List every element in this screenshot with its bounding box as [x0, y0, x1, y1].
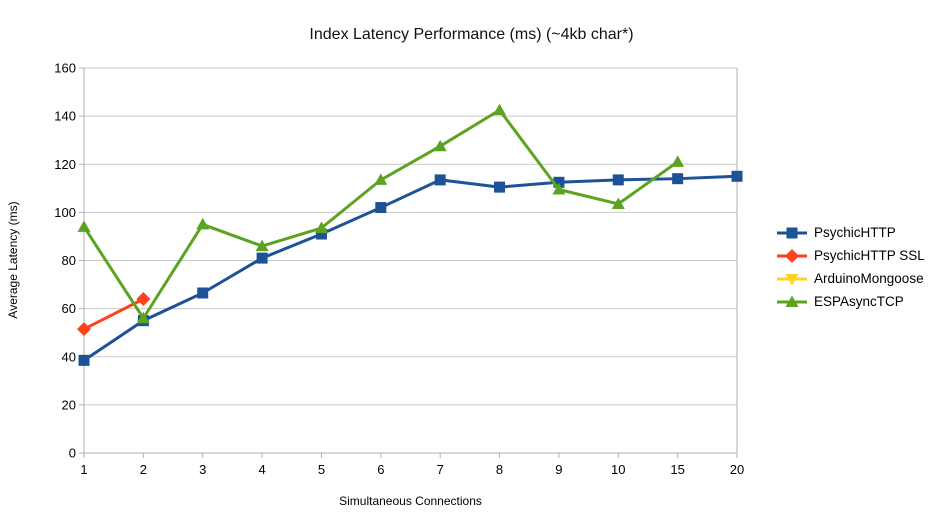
series-marker-psychichttp [256, 252, 268, 264]
x-tick-label: 15 [670, 462, 684, 477]
legend-label: ArduinoMongoose [814, 270, 924, 286]
x-tick-label: 2 [140, 462, 147, 477]
legend-marker-square-icon [777, 227, 807, 238]
y-tick-label: 140 [54, 109, 76, 124]
series-marker-psychichttp [553, 176, 565, 188]
x-tick-label: 8 [496, 462, 503, 477]
legend-item-psychichttp: PsychicHTTP [776, 221, 925, 244]
series-marker-psychichttp-ssl [136, 292, 151, 306]
series-marker-espasynctcp [314, 221, 328, 234]
legend-item-espasynctcp: ESPAsyncTCP [776, 290, 925, 313]
series-marker-espasynctcp [77, 220, 91, 232]
x-tick-label: 6 [377, 462, 384, 477]
legend-marker-triangle-down-icon [777, 273, 807, 285]
legend-label: PsychicHTTP [814, 224, 896, 240]
series-marker-espasynctcp [552, 183, 566, 195]
series-marker-espasynctcp [255, 239, 269, 252]
x-tick-label: 7 [437, 462, 444, 477]
legend-item-arduinomongoose: ArduinoMongoose [776, 267, 925, 290]
legend: PsychicHTTP PsychicHTTP SSL ArduinoMongo… [776, 221, 925, 313]
chart-title: Index Latency Performance (ms) (~4kb cha… [309, 26, 634, 43]
x-tick-label: 9 [555, 462, 562, 477]
series-marker-espasynctcp [611, 197, 625, 209]
x-tick-label: 1 [80, 462, 87, 477]
legend-label: PsychicHTTP SSL [814, 247, 925, 263]
legend-item-psychichttp-ssl: PsychicHTTP SSL [776, 244, 925, 267]
series-line-espasynctcp [82, 108, 680, 320]
series-marker-espasynctcp [374, 173, 388, 185]
x-tick-label: 20 [730, 462, 744, 477]
series-marker-psychichttp [494, 181, 506, 193]
x-tick-label: 10 [611, 462, 625, 477]
legend-marker [785, 248, 799, 263]
y-tick-label: 0 [69, 446, 76, 461]
series-marker-psychichttp-ssl [77, 322, 91, 337]
series-line-psychichttp [82, 174, 739, 362]
series-marker-psychichttp [375, 202, 387, 214]
x-tick-label: 3 [199, 462, 206, 477]
legend-marker [785, 295, 799, 307]
x-tick-label: 5 [318, 462, 325, 477]
legend-marker-diamond-icon [777, 248, 807, 263]
legend-marker [785, 273, 799, 285]
series-marker-espasynctcp [493, 103, 507, 116]
y-tick-label: 100 [54, 205, 76, 220]
legend-label: ESPAsyncTCP [814, 293, 904, 309]
series-marker-psychichttp [78, 354, 90, 366]
x-tick-label: 4 [258, 462, 265, 477]
y-tick-label: 60 [62, 301, 76, 316]
y-tick-label: 20 [62, 397, 76, 412]
series-marker-psychichttp [197, 287, 209, 299]
series-marker-psychichttp [612, 174, 624, 186]
series-marker-psychichttp [315, 228, 327, 240]
series-marker-psychichttp [672, 173, 684, 185]
legend-marker-triangle-up-icon [777, 295, 807, 307]
series-marker-espasynctcp [136, 311, 150, 324]
y-tick-label: 40 [62, 349, 76, 364]
y-tick-label: 160 [54, 61, 76, 76]
series-marker-espasynctcp [196, 217, 210, 230]
series-marker-psychichttp [731, 170, 743, 182]
y-tick-label: 120 [54, 157, 76, 172]
series-marker-espasynctcp [433, 139, 447, 152]
series-marker-espasynctcp [671, 155, 685, 167]
y-tick-label: 80 [62, 253, 76, 268]
series-marker-psychichttp [434, 174, 446, 186]
legend-marker [786, 227, 798, 238]
x-axis-title: Simultaneous Connections [339, 494, 482, 508]
